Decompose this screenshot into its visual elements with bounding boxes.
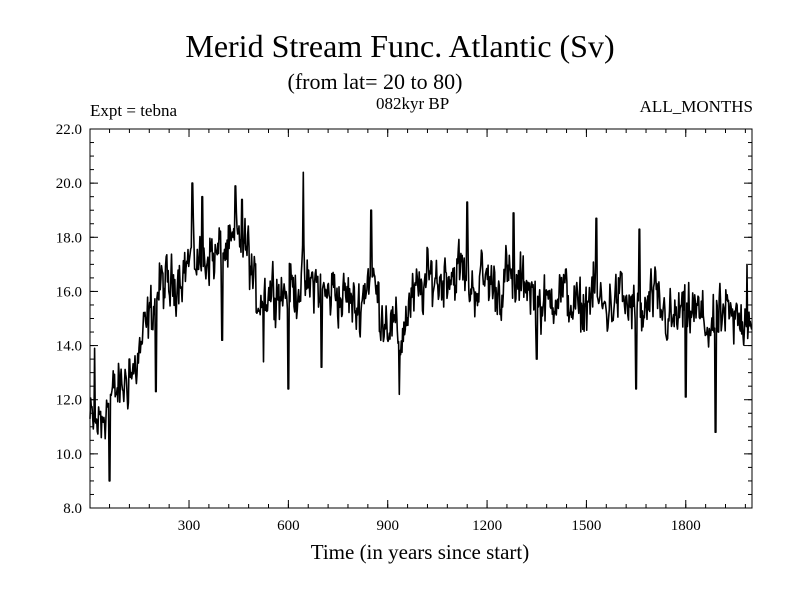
x-tick-label: 1500 bbox=[571, 518, 601, 534]
x-tick-label: 1800 bbox=[671, 518, 701, 534]
chart-subtitle: (from lat= 20 to 80) bbox=[287, 69, 463, 94]
x-tick-label: 1200 bbox=[472, 518, 502, 534]
y-tick-label: 18.0 bbox=[56, 230, 82, 246]
y-tick-label: 8.0 bbox=[63, 501, 82, 517]
experiment-label: Expt = tebna bbox=[90, 101, 178, 120]
y-tick-label: 16.0 bbox=[56, 284, 82, 300]
y-tick-label: 14.0 bbox=[56, 339, 82, 355]
series-layer bbox=[89, 171, 753, 482]
y-tick-label: 10.0 bbox=[56, 447, 82, 463]
axes-layer: 8.0 10.0 12.0 14.0 16.0 18.0 20.0 22.0 300 600 900… bbox=[56, 122, 752, 534]
x-tick-label: 900 bbox=[376, 518, 399, 534]
months-label: ALL_MONTHS bbox=[639, 97, 753, 116]
period-label: 082kyr BP bbox=[376, 94, 450, 113]
y-tick-label: 12.0 bbox=[56, 393, 82, 409]
y-tick-label: 20.0 bbox=[56, 176, 82, 192]
x-tick-label: 300 bbox=[178, 518, 201, 534]
plot-frame bbox=[89, 128, 753, 509]
x-axis-label: Time (in years since start) bbox=[310, 540, 530, 564]
y-tick-label: 22.0 bbox=[56, 122, 82, 138]
chart-title: Merid Stream Func. Atlantic (Sv) bbox=[185, 28, 615, 64]
series-line bbox=[89, 171, 753, 482]
x-tick-label: 600 bbox=[277, 518, 300, 534]
